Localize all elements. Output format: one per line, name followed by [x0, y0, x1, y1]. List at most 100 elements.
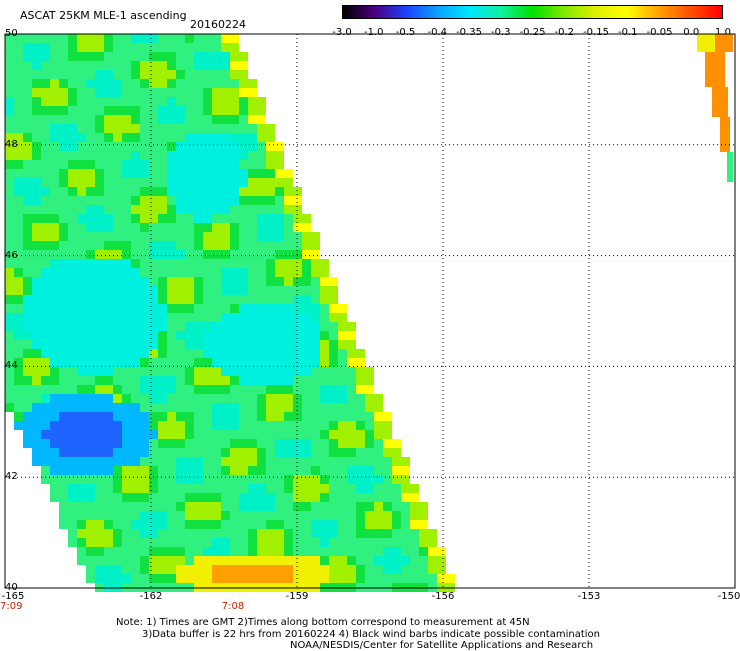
swath-cell — [347, 394, 356, 403]
swath-cell — [14, 160, 23, 169]
swath-cell — [158, 367, 167, 376]
swath-cell — [221, 97, 230, 106]
swath-cell — [158, 196, 167, 205]
swath-cell — [149, 223, 158, 232]
swath-cell — [32, 223, 41, 232]
swath-cell — [203, 511, 212, 520]
swath-cell — [95, 367, 104, 376]
swath-cell — [23, 106, 32, 115]
swath-cell — [140, 484, 149, 493]
swath-cell — [356, 520, 365, 529]
swath-cell — [158, 268, 167, 277]
swath-cell — [149, 331, 158, 340]
swath-cell — [383, 502, 392, 511]
swath-cell — [320, 331, 329, 340]
swath-cell — [176, 421, 185, 430]
swath-cell — [95, 223, 104, 232]
swath-cell — [23, 277, 32, 286]
swath-cell — [140, 493, 149, 502]
swath-cell — [347, 376, 356, 385]
swath-cell — [203, 556, 212, 565]
swath-cell — [212, 286, 221, 295]
swath-cell — [266, 511, 275, 520]
swath-cell — [185, 493, 194, 502]
colorbar-tick-label: -0.35 — [456, 27, 482, 38]
swath-cell — [212, 196, 221, 205]
swath-cell — [212, 304, 221, 313]
swath-cell — [149, 232, 158, 241]
swath-cell — [230, 511, 239, 520]
swath-cell — [50, 241, 59, 250]
swath-cell — [5, 160, 14, 169]
swath-cell — [113, 349, 122, 358]
swath-cell — [59, 241, 68, 250]
swath-cell — [275, 574, 284, 583]
swath-cell — [257, 466, 266, 475]
swath-cell — [383, 466, 392, 475]
swath-cell — [50, 70, 59, 79]
swath-cell — [5, 403, 14, 412]
swath-cell — [149, 268, 158, 277]
swath-cell — [14, 151, 23, 160]
swath-cell — [167, 268, 176, 277]
swath-cell — [320, 367, 329, 376]
swath-cell — [68, 277, 77, 286]
swath-cell — [113, 196, 122, 205]
swath-cell — [23, 322, 32, 331]
swath-cell — [356, 349, 365, 358]
longitude-label: -165 — [1, 591, 25, 602]
swath-cell — [302, 331, 311, 340]
swath-cell — [104, 88, 113, 97]
swath-cell — [158, 448, 167, 457]
swath-cell — [284, 502, 293, 511]
swath-cell — [194, 88, 203, 97]
swath-cell — [230, 106, 239, 115]
swath-cell — [230, 115, 239, 124]
swath-cell — [185, 394, 194, 403]
swath-cell — [230, 475, 239, 484]
swath-cell — [176, 79, 185, 88]
swath-cell — [140, 178, 149, 187]
swath-cell — [239, 430, 248, 439]
swath-cell — [203, 412, 212, 421]
swath-cell — [176, 340, 185, 349]
swath-cell — [77, 169, 86, 178]
swath-cell — [212, 394, 221, 403]
swath-cell — [41, 394, 50, 403]
swath-cell — [203, 34, 212, 43]
swath-cell — [266, 574, 275, 583]
swath-cell — [32, 367, 41, 376]
swath-cell — [68, 223, 77, 232]
swath-cell — [23, 259, 32, 268]
swath-cell — [122, 547, 131, 556]
swath-cell — [32, 331, 41, 340]
swath-cell — [428, 556, 437, 565]
swath-cell — [113, 430, 122, 439]
swath-cell — [32, 241, 41, 250]
swath-cell — [383, 430, 392, 439]
swath-cell — [194, 295, 203, 304]
swath-cell — [257, 277, 266, 286]
swath-cell — [50, 439, 59, 448]
swath-cell — [176, 403, 185, 412]
swath-cell — [230, 223, 239, 232]
swath-cell — [158, 151, 167, 160]
swath-cell — [104, 286, 113, 295]
swath-cell — [266, 547, 275, 556]
swath-cell — [248, 403, 257, 412]
swath-cell — [50, 97, 59, 106]
swath-cell — [212, 43, 221, 52]
swath-cell — [221, 340, 230, 349]
swath-cell — [23, 34, 32, 43]
swath-cell — [257, 556, 266, 565]
swath-cell — [176, 142, 185, 151]
swath-cell — [167, 529, 176, 538]
swath-cell — [194, 124, 203, 133]
swath-cell — [320, 529, 329, 538]
swath-cell — [158, 295, 167, 304]
swath-cell — [14, 124, 23, 133]
swath-cell — [248, 295, 257, 304]
swath-cell — [50, 205, 59, 214]
swath-cell — [86, 34, 95, 43]
swath-cell — [140, 466, 149, 475]
